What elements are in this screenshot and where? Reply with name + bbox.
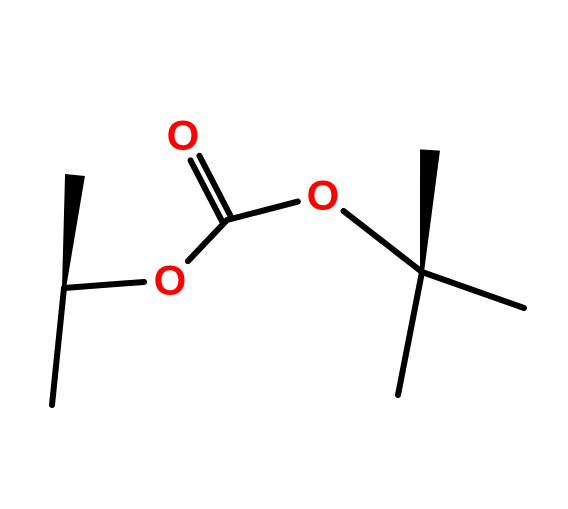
- atom-label-O: O: [154, 257, 187, 304]
- chemical-structure-diagram: O O O: [0, 0, 568, 509]
- atom-label-O: O: [167, 112, 200, 159]
- atom-label-O: O: [307, 172, 340, 219]
- diagram-background: [0, 0, 568, 509]
